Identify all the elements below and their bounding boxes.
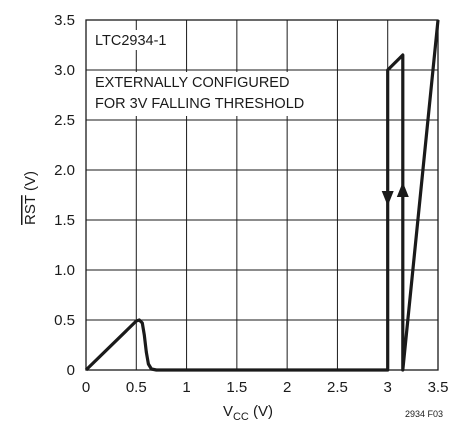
y-axis-title: RST (V) (22, 171, 39, 225)
x-tick-label: 1.5 (226, 379, 247, 396)
y-tick-labels: 0 0.5 1.0 1.5 2.0 2.5 3.0 3.5 (54, 12, 75, 379)
y-tick-label: 1.0 (54, 262, 75, 279)
arrows-layer (381, 182, 409, 206)
x-axis-title: VCC (V) (223, 403, 273, 423)
x-tick-label: 0.5 (126, 379, 147, 396)
x-tick-labels: 0 0.5 1 1.5 2 2.5 3 3.5 (82, 379, 449, 396)
svg-text:RST (V): RST (V) (22, 171, 39, 225)
x-axis-title-main: V (223, 403, 233, 420)
x-tick-label: 0 (82, 379, 90, 396)
x-tick-label: 3.5 (428, 379, 449, 396)
annotation-line-1: EXTERNALLY CONFIGURED (95, 75, 289, 91)
y-axis-title-main: RST (22, 195, 39, 225)
annotation-bg (92, 30, 174, 50)
arrow-down-icon (381, 191, 394, 206)
y-tick-label: 0 (67, 362, 75, 379)
x-tick-label: 2.5 (327, 379, 348, 396)
annotation-part-number: LTC2934-1 (95, 33, 166, 49)
y-axis-title-unit: (V) (22, 171, 39, 195)
x-axis-title-unit: (V) (249, 403, 273, 420)
figure-id: 2934 F03 (405, 409, 443, 419)
annotation-line-2: FOR 3V FALLING THRESHOLD (95, 96, 304, 112)
y-tick-label: 2.5 (54, 112, 75, 129)
x-tick-label: 3 (384, 379, 392, 396)
arrow-up-icon (396, 182, 409, 197)
y-tick-label: 3.5 (54, 12, 75, 29)
x-tick-label: 2 (283, 379, 291, 396)
annotation-bg (92, 72, 330, 116)
y-tick-label: 1.5 (54, 212, 75, 229)
y-tick-label: 3.0 (54, 62, 75, 79)
y-tick-label: 2.0 (54, 162, 75, 179)
plot-frame (85, 19, 439, 371)
x-tick-label: 1 (182, 379, 190, 396)
x-axis-title-sub: CC (233, 411, 249, 423)
y-tick-label: 0.5 (54, 312, 75, 329)
